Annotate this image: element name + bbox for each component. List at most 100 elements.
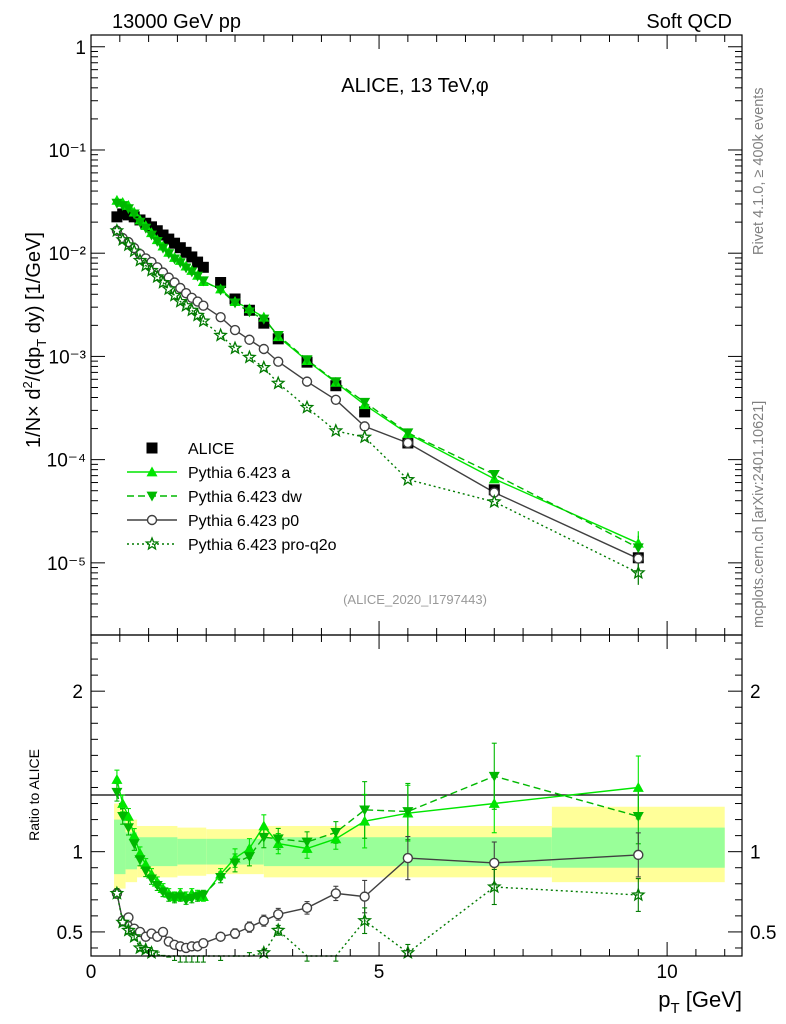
series-point-2 [632,543,644,554]
series-point-4 [256,359,272,374]
main-panel: 1 10⁻¹ 10⁻² 10⁻³ 10⁻⁴ 10⁻⁵ ALICE, 13 TeV,φ (A… [47,34,743,636]
ratio-point-1 [111,787,123,798]
series-point-2 [301,355,313,366]
rivet-label: Rivet 4.1.0, ≥ 400k events [751,87,767,255]
mcplots-label: mcplots.cern.ch [arXiv:2401.10621] [751,401,767,628]
series-point-2 [272,330,284,341]
series-point-4 [120,237,136,252]
header-right: Soft QCD [646,11,732,33]
y-tick-label: 1 [75,38,86,59]
ratio-point-0 [111,773,123,784]
chart-title: ALICE, 13 TeV,φ [341,75,489,97]
series-point-2 [145,230,157,241]
ratio-point-2 [359,891,370,902]
series-point-2 [163,249,175,260]
legend-marker [144,536,160,551]
ratio-point-1 [197,890,209,901]
ratio-point-1 [258,832,270,843]
series-point-0 [215,277,227,289]
ratio-point-0 [488,798,500,808]
series-point-3 [215,311,226,323]
series-point-2 [151,237,163,247]
x-axis-title: pT [GeV] [658,987,742,1017]
ratio-point-0 [128,830,140,841]
ratio-point-2 [215,931,226,942]
series-point-2 [243,307,255,318]
series-point-4 [161,281,177,296]
ratio-point-0 [140,859,152,869]
series-point-0 [157,229,169,241]
ratio-point-1 [301,837,313,848]
ratio-point-0 [243,842,255,853]
series-point-4 [115,231,131,247]
ratio-point-1 [151,880,163,891]
ratio-tick-label-left: 2 [72,682,83,703]
series-point-4 [167,287,182,302]
legend-label: ALICE [188,441,234,458]
series-point-0 [151,225,163,237]
ratio-point-1 [117,811,129,822]
ratio-panel: 0.5 0.5 1 1 2 2 0 5 10 [57,634,776,983]
series-point-2 [134,217,146,228]
ratio-point-2 [258,915,270,926]
ratio-point-1 [402,807,414,818]
series-point-4 [155,274,171,289]
ratio-point-1 [243,852,255,862]
series-point-2 [359,397,371,408]
ratio-point-2 [330,888,342,899]
ratio-point-1 [215,872,227,883]
series-point-4 [270,375,286,390]
series-point-3 [244,334,255,345]
legend-label: Pythia 6.423 a [188,465,290,482]
series-point-4 [149,269,165,284]
ratio-band-green [177,838,207,865]
series-point-3 [198,300,209,311]
ratio-point-2 [301,902,313,914]
ratio-point-1 [488,771,500,782]
analysis-label: (ALICE_2020_I1797443) [343,592,487,607]
series-line-4 [116,230,639,574]
series-point-3 [229,324,241,336]
ratio-point-3 [630,887,646,902]
series-point-2 [122,204,134,215]
legend-label: Pythia 6.423 pro-q2o [188,537,337,554]
series-point-2 [258,314,270,325]
legend-marker [146,466,158,477]
series-point-3 [273,356,284,367]
ratio-band-green [137,837,178,867]
ratio-tick-label-right: 0.5 [750,923,776,944]
series-point-0 [359,406,371,418]
ratio-point-3 [138,941,154,956]
series-point-4 [630,565,646,580]
header-left: 13000 GeV pp [112,11,241,33]
series-point-0 [169,237,181,249]
series-point-0 [192,256,204,268]
ratio-point-2 [489,857,500,869]
ratio-point-0 [301,842,313,853]
ratio-point-0 [330,833,342,844]
ratio-band-green [114,819,126,875]
series-point-2 [174,258,186,269]
ratio-tick-label-right: 2 [750,682,761,703]
ratio-point-3 [357,912,373,927]
ratio-point-3 [115,914,131,929]
series-point-4 [190,307,205,322]
x-tick-label: 10 [657,962,678,983]
svg-text:1/N× d2/(dpT dy) [1/GeV]: 1/N× d2/(dpT dy) [1/GeV] [20,232,49,448]
ratio-point-2 [273,909,284,920]
ratio-point-1 [174,892,186,903]
ratio-point-0 [359,815,371,826]
ratio-point-0 [134,847,146,858]
series-point-4 [357,429,373,444]
series-point-2 [186,267,198,278]
series-point-0 [117,208,129,220]
series-point-3 [402,437,414,449]
series-point-0 [186,251,198,263]
ratio-point-0 [117,798,129,808]
y-tick-label: 10⁻⁴ [47,451,86,472]
ratio-point-2 [198,937,209,949]
series-point-2 [128,209,140,220]
ratio-point-1 [229,858,241,869]
series-point-2 [215,285,227,296]
